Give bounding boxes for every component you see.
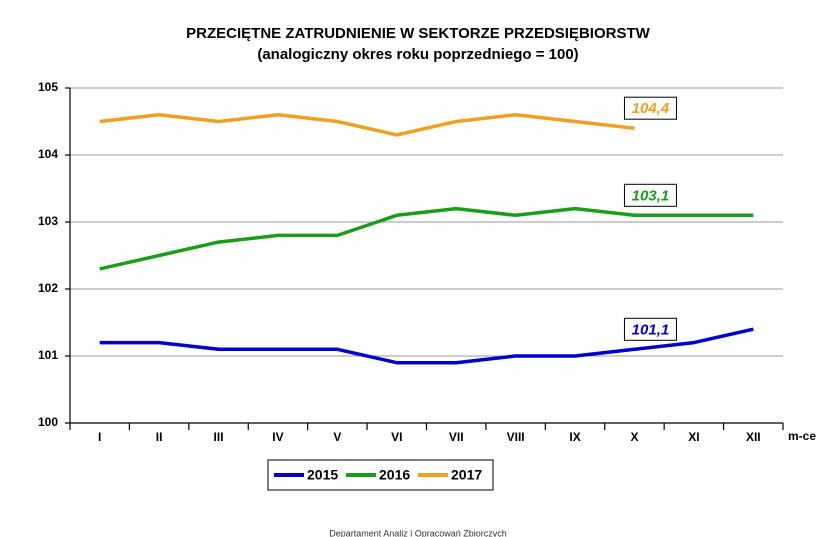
x-tick-label: II <box>156 430 163 444</box>
x-tick-label: V <box>333 430 341 444</box>
x-axis-label: m-ce <box>788 429 816 443</box>
chart-subtitle: (analogiczny okres roku poprzedniego = 1… <box>257 46 578 63</box>
y-tick-label: 104 <box>38 147 58 161</box>
x-tick-label: XII <box>746 430 761 444</box>
x-tick-label: I <box>98 430 101 444</box>
legend-box <box>267 459 494 491</box>
legend-label: 2017 <box>451 467 482 483</box>
annotation-text: 104,4 <box>632 100 670 117</box>
y-tick-label: 105 <box>38 80 58 94</box>
y-tick-label: 103 <box>38 214 58 228</box>
series-annotation: 101,1 <box>623 317 677 341</box>
x-tick-label: IX <box>569 430 580 444</box>
legend-label: 2016 <box>379 467 410 483</box>
legend-label: 2015 <box>307 467 338 483</box>
annotation-box <box>623 317 677 341</box>
x-tick-label: VI <box>391 430 402 444</box>
annotation-box <box>623 96 677 120</box>
chart-title: PRZECIĘTNE ZATRUDNIENIE W SEKTORZE PRZED… <box>186 25 650 42</box>
x-tick-label: VII <box>449 430 464 444</box>
series-line <box>99 327 754 365</box>
x-tick-label: VIII <box>507 430 525 444</box>
annotation-text: 101,1 <box>632 321 670 338</box>
annotation-box <box>623 183 677 207</box>
y-tick-label: 101 <box>38 348 58 362</box>
series-line <box>99 206 754 271</box>
series-line <box>99 113 635 137</box>
legend: 2015 2016 2017 <box>267 459 494 491</box>
annotation-text: 103,1 <box>632 187 670 204</box>
x-tick-label: X <box>630 430 638 444</box>
y-tick-label: 102 <box>38 281 58 295</box>
footer: Departament Analiz i Opracowań Zbiorczyc… <box>329 528 507 537</box>
series-annotation: 103,1 <box>623 183 677 207</box>
y-tick-label: 100 <box>38 415 58 429</box>
x-tick-label: IV <box>272 430 283 444</box>
x-tick-label: III <box>214 430 224 444</box>
x-tick-label: XI <box>688 430 699 444</box>
series-annotation: 104,4 <box>623 96 677 120</box>
